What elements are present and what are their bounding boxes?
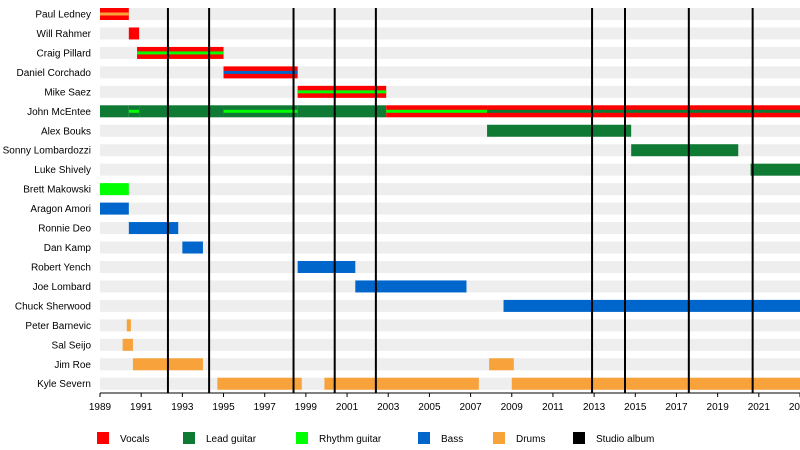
x-tick-label: 2013 [583,402,606,413]
member-name: Peter Barnevic [25,321,91,332]
row-stripe [100,66,800,79]
row-stripe [100,183,800,196]
row-stripe [100,222,800,235]
x-tick-label: 1993 [171,402,194,413]
member-name: Kyle Severn [37,379,91,390]
member-name: Aragon Amori [30,204,91,215]
member-name: Sonny Lombardozzi [3,146,91,157]
member-bar [750,163,800,176]
legend-swatch [97,432,109,444]
x-tick-label: 2001 [336,402,359,413]
x-tick-label: 2011 [542,402,564,413]
member-name: Sal Seijo [52,340,92,351]
legend-swatch [296,432,308,444]
member-name: Alex Bouks [41,126,91,137]
x-tick-label: 1995 [212,402,235,413]
member-bar-stripe [137,51,224,55]
member-names: Paul Ledney Will Rahmer Craig Pillard Danie… [3,10,92,391]
x-tick-label: 1989 [89,402,112,413]
member-bar [100,105,129,118]
member-name: Daniel Corchado [17,68,92,79]
member-bar [631,144,739,157]
member-bar [489,358,514,371]
member-bar [503,299,800,312]
x-tick-label: 2023 [789,402,800,413]
x-tick-label: 1999 [295,402,318,413]
member-bars [100,8,800,390]
member-bar [100,202,129,215]
member-bar [297,105,387,118]
member-bar-stripe [223,70,298,74]
row-stripe [100,241,800,254]
member-name: Jim Roe [54,360,91,371]
x-tick-label: 1991 [130,402,153,413]
row-stripe [100,202,800,215]
studio-album-lines [166,8,754,393]
row-stripe [100,8,800,20]
member-bar [122,338,133,351]
member-bar-stripe [128,109,140,113]
x-axis: 1989 1991 1993 1995 1997 1999 2001 2003 2005 2007… [89,392,800,413]
member-bar [487,124,632,137]
member-bar-stripe [223,109,298,113]
member-bar [511,377,800,390]
member-bar-stripe [487,109,800,113]
member-bar-stripe [386,109,488,113]
legend-swatch [418,432,430,444]
member-name: Will Rahmer [37,29,92,40]
member-name: Dan Kamp [44,243,92,254]
member-name: Brett Makowski [23,185,91,196]
x-tick-label: 2019 [707,402,730,413]
row-stripe [100,27,800,40]
x-tick-label: 2021 [748,402,771,413]
member-bar [128,27,140,40]
legend: Vocals Lead guitar Rhythm guitar Bass Drums S… [97,432,654,445]
legend-label: Drums [516,434,545,445]
member-name: Ronnie Deo [38,224,91,235]
member-bar [324,377,479,390]
row-stripe [100,319,800,332]
legend-label: Bass [441,434,463,445]
member-name: Robert Yench [31,262,91,273]
member-bar [182,241,203,254]
legend-swatch [183,432,195,444]
legend-swatch [573,432,585,444]
member-name: Craig Pillard [37,48,91,59]
x-tick-label: 2015 [624,402,647,413]
member-bar [355,280,467,293]
row-stripe [100,124,800,137]
member-name: Chuck Sherwood [15,301,91,312]
member-bar [139,105,224,118]
legend-label: Studio album [596,434,654,445]
member-name: Mike Saez [44,87,91,98]
member-bar [297,260,356,273]
member-name: John McEntee [27,107,91,118]
row-stripes [100,8,800,390]
row-stripe [100,260,800,273]
member-bar [126,319,131,332]
member-bar-stripe [297,90,387,94]
x-tick-label: 2009 [501,402,524,413]
row-stripe [100,85,800,98]
member-name: Paul Ledney [35,10,91,21]
x-tick-label: 1997 [254,402,277,413]
legend-label: Vocals [120,434,149,445]
row-stripe [100,358,800,371]
member-bar [128,222,179,235]
member-bar-stripe [100,12,129,16]
x-tick-label: 2003 [377,402,400,413]
member-name: Luke Shively [34,165,91,176]
legend-label: Rhythm guitar [319,434,382,445]
member-bar [100,183,129,196]
row-stripe [100,338,800,351]
legend-label: Lead guitar [206,434,257,445]
x-tick-label: 2017 [665,402,688,413]
member-name: Joe Lombard [33,282,91,293]
x-tick-label: 2005 [418,402,441,413]
legend-swatch [493,432,505,444]
member-bar [217,377,302,390]
row-stripe [100,163,800,176]
x-tick-label: 2007 [459,402,482,413]
